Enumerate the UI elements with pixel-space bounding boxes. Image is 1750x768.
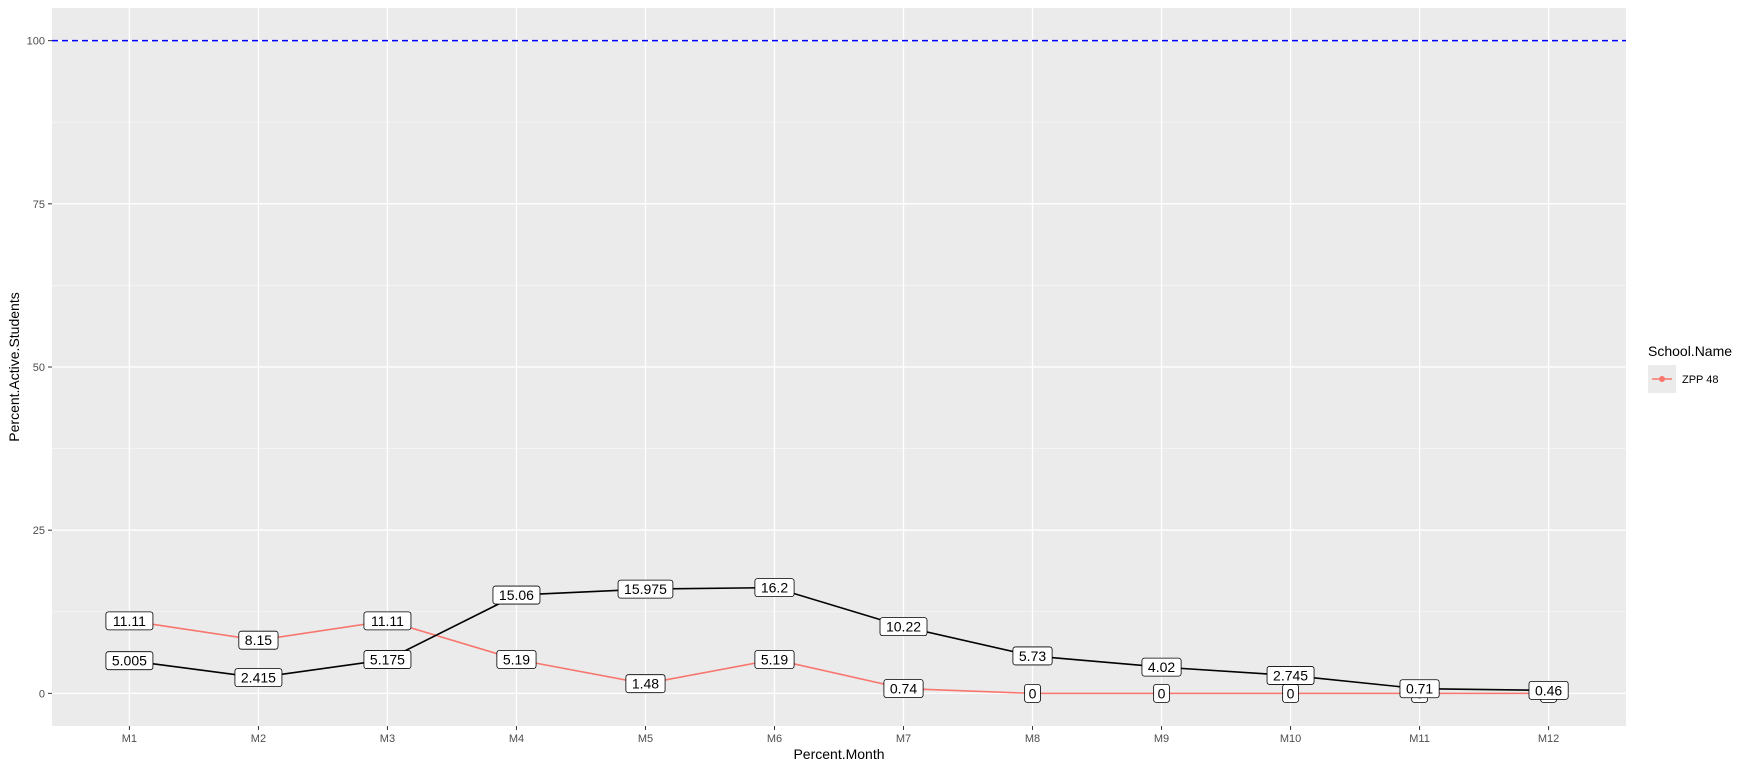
data-label-text: 8.15: [245, 632, 272, 648]
x-tick-label: M8: [1025, 733, 1040, 745]
data-label-s0-M5: 1.48: [625, 674, 666, 694]
data-label-text: 0: [1287, 685, 1295, 701]
data-label-box: [496, 650, 537, 669]
data-label-s0-M2: 8.15: [238, 630, 279, 650]
data-label-s1-M7: 10.22: [879, 617, 928, 637]
data-label-text: 15.975: [624, 581, 667, 597]
data-label-box: [1141, 657, 1182, 677]
data-label-s1-M2: 2.415: [234, 668, 283, 688]
data-label-text: 2.415: [241, 670, 276, 686]
data-label-s0-M8: 0: [1024, 683, 1041, 703]
data-label-text: 5.005: [112, 653, 147, 669]
data-label-box: [105, 651, 154, 671]
data-label-s1-M11: 0.71: [1399, 679, 1440, 699]
data-label-box: [1266, 666, 1315, 685]
data-label-text: 5.19: [761, 651, 788, 667]
data-label-s0-M7: 0.74: [883, 679, 924, 698]
data-label-box: [617, 579, 674, 599]
data-label-box: [883, 679, 924, 698]
data-label-text: 4.02: [1148, 659, 1175, 675]
data-label-s1-M10: 2.745: [1266, 666, 1315, 685]
x-axis-ticks: M1 M2 M3 M4 M5 M6 M7 M8 M9 M10 M11 M12: [122, 726, 1559, 745]
legend-key-point: [1659, 376, 1665, 382]
data-label-s0-M1: 11.11: [105, 611, 154, 631]
minor-gridlines: [52, 121, 1626, 613]
data-label-box: [1012, 646, 1053, 666]
x-tick-label: M4: [509, 733, 524, 745]
data-label-box: [1153, 683, 1170, 703]
data-label-box: [1399, 679, 1440, 699]
x-tick-label: M9: [1154, 733, 1169, 745]
data-label-text: 2.745: [1273, 667, 1308, 683]
data-label-text: 5.73: [1019, 648, 1046, 664]
x-tick-label: M7: [896, 733, 911, 745]
y-axis-ticks: 0 25 50 75 100: [27, 36, 52, 700]
data-label-s1-M8: 5.73: [1012, 646, 1053, 666]
data-label-s1-M6: 16.2: [754, 578, 795, 598]
data-label-box: [1024, 683, 1041, 703]
data-label-box: [363, 611, 412, 631]
data-label-s0-M9: 0: [1153, 683, 1170, 703]
data-label-text: 1.48: [632, 676, 659, 692]
data-label-text: 16.2: [761, 580, 788, 596]
data-label-box: [754, 650, 795, 669]
data-label-box: [625, 674, 666, 694]
x-tick-label: M12: [1538, 733, 1559, 745]
data-label-s1-M5: 15.975: [617, 579, 674, 599]
data-label-s0-M10: 0: [1282, 683, 1299, 703]
data-label-box: [879, 617, 928, 637]
x-tick-label: M11: [1409, 733, 1430, 745]
x-tick-label: M6: [767, 733, 782, 745]
x-tick-label: M3: [380, 733, 395, 745]
data-label-text: 11.11: [113, 613, 146, 629]
y-tick-label: 75: [33, 199, 45, 211]
data-label-box: [754, 578, 795, 598]
x-tick-label: M5: [638, 733, 653, 745]
data-label-text: 15.06: [499, 587, 534, 603]
legend-title: School.Name: [1648, 343, 1732, 359]
data-label-box: [363, 650, 412, 669]
x-tick-label: M10: [1280, 733, 1301, 745]
y-axis-title: Percent.Active.Students: [6, 292, 22, 441]
x-tick-label: M2: [251, 733, 266, 745]
data-labels: 11.118.1511.115.191.485.190.74000005.005…: [105, 578, 1569, 703]
y-tick-label: 50: [33, 362, 45, 374]
legend-label-zpp-48: ZPP 48: [1682, 374, 1719, 386]
data-label-text: 0.46: [1535, 682, 1562, 698]
data-label-text: 5.175: [370, 652, 405, 668]
y-tick-label: 100: [27, 36, 45, 48]
legend: School.Name ZPP 48: [1648, 343, 1732, 393]
data-label-text: 0: [1158, 685, 1166, 701]
data-label-text: 0: [1029, 685, 1037, 701]
data-label-box: [234, 668, 283, 688]
data-label-box: [105, 611, 154, 631]
x-axis-title: Percent.Month: [793, 746, 884, 762]
data-label-s1-M3: 5.175: [363, 650, 412, 669]
data-label-box: [238, 630, 279, 650]
data-label-s1-M9: 4.02: [1141, 657, 1182, 677]
data-label-text: 0.71: [1406, 681, 1433, 697]
data-label-text: 10.22: [886, 619, 921, 635]
data-label-box: [1528, 680, 1569, 700]
data-label-s1-M1: 5.005: [105, 651, 154, 671]
data-label-s1-M12: 0.46: [1528, 680, 1569, 700]
data-label-s0-M3: 11.11: [363, 611, 412, 631]
data-label-s0-M6: 5.19: [754, 650, 795, 669]
y-tick-label: 25: [33, 525, 45, 537]
data-label-s0-M4: 5.19: [496, 650, 537, 669]
y-tick-label: 0: [39, 688, 45, 700]
data-label-s1-M4: 15.06: [492, 585, 541, 605]
data-label-text: 0.74: [890, 681, 917, 697]
data-label-box: [492, 585, 541, 605]
x-tick-label: M1: [122, 733, 137, 745]
data-label-text: 5.19: [503, 651, 530, 667]
data-label-text: 11.11: [371, 613, 404, 629]
